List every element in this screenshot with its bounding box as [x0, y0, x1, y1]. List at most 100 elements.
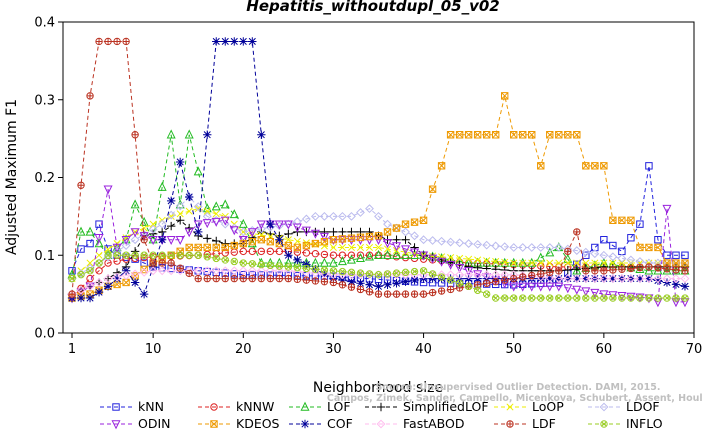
data-point — [220, 216, 230, 226]
data-point — [662, 274, 672, 283]
data-point — [94, 287, 104, 297]
data-point — [591, 294, 599, 302]
data-point — [528, 259, 536, 267]
data-point — [130, 247, 140, 256]
data-point — [410, 243, 419, 252]
data-point — [654, 236, 662, 244]
data-point — [113, 280, 121, 289]
data-point — [573, 228, 581, 236]
data-point — [203, 250, 211, 259]
data-point — [617, 253, 627, 263]
legend-item-LOF: LOF — [289, 399, 351, 414]
data-point — [455, 131, 464, 139]
data-point — [365, 270, 374, 278]
data-point — [546, 268, 554, 276]
data-point — [202, 266, 212, 276]
data-point — [130, 199, 140, 209]
data-point — [256, 220, 266, 230]
legend-label: FastABOD — [403, 416, 465, 431]
data-point — [292, 223, 302, 233]
data-point — [166, 266, 176, 276]
data-point — [600, 236, 608, 244]
legend-item-FastABOD: FastABOD — [365, 416, 465, 431]
x-tick-label: 70 — [686, 342, 703, 357]
data-point — [248, 274, 257, 283]
data-point — [438, 253, 446, 261]
data-point — [103, 274, 113, 283]
data-point — [581, 274, 591, 283]
data-point — [636, 243, 644, 252]
data-point — [537, 294, 545, 302]
data-point — [572, 285, 582, 295]
data-point — [85, 281, 95, 291]
x-tick-label: 60 — [596, 342, 613, 357]
data-point — [193, 202, 203, 212]
data-point — [320, 237, 329, 246]
data-point — [519, 273, 527, 281]
data-point — [401, 235, 410, 244]
data-point — [446, 131, 455, 139]
data-point — [374, 232, 383, 240]
legend-marker — [210, 420, 218, 428]
data-point — [167, 259, 175, 267]
data-point — [76, 285, 86, 295]
data-point — [230, 241, 238, 250]
data-point — [501, 294, 509, 302]
data-point — [157, 227, 167, 237]
data-point — [356, 227, 365, 237]
data-point — [266, 237, 275, 246]
data-point — [140, 253, 148, 262]
data-point — [482, 131, 491, 139]
data-point — [95, 267, 103, 275]
data-point — [239, 247, 247, 256]
data-point — [519, 259, 527, 267]
data-point — [681, 259, 689, 267]
data-point — [311, 249, 320, 258]
data-point — [356, 243, 365, 252]
data-point — [509, 282, 519, 292]
data-point — [329, 236, 338, 244]
data-point — [230, 257, 238, 266]
data-point — [680, 282, 690, 291]
data-point — [518, 282, 528, 292]
data-point — [329, 227, 338, 237]
data-point — [654, 264, 662, 272]
data-point — [591, 259, 599, 267]
data-point — [410, 267, 419, 276]
data-point — [392, 279, 401, 288]
data-point — [230, 274, 238, 283]
data-point — [645, 263, 653, 271]
data-point — [410, 290, 419, 298]
data-point — [572, 265, 582, 274]
data-point — [564, 131, 572, 139]
data-point — [94, 278, 104, 287]
data-point — [563, 284, 573, 294]
data-point — [103, 252, 113, 262]
data-point — [356, 270, 365, 280]
data-point — [293, 243, 302, 252]
data-point — [166, 129, 176, 139]
data-point — [419, 251, 429, 261]
data-point — [257, 260, 266, 269]
data-point — [392, 290, 401, 298]
data-point — [501, 276, 509, 284]
data-point — [140, 224, 148, 232]
data-point — [212, 210, 220, 218]
data-point — [365, 204, 374, 214]
data-point — [617, 274, 627, 283]
data-point — [491, 131, 500, 139]
data-point — [203, 274, 211, 283]
data-point — [437, 273, 446, 281]
data-point — [546, 131, 554, 139]
data-point — [600, 294, 608, 302]
data-point — [473, 270, 483, 280]
data-point — [212, 243, 220, 252]
data-point — [410, 248, 420, 258]
data-point — [86, 92, 94, 100]
data-point — [356, 251, 365, 259]
data-point — [663, 265, 671, 273]
data-point — [238, 266, 248, 276]
data-point — [582, 259, 590, 267]
data-point — [554, 274, 564, 283]
data-point — [112, 272, 122, 282]
